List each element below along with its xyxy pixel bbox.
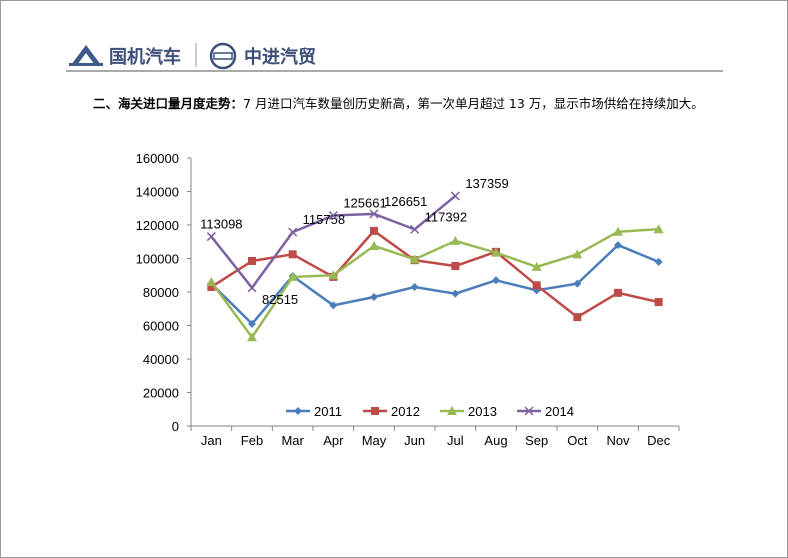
marker — [491, 247, 501, 257]
y-tick-label: 160000 — [136, 151, 179, 166]
marker — [613, 226, 623, 236]
marker — [247, 283, 257, 293]
marker — [207, 282, 216, 291]
marker — [654, 298, 663, 307]
marker — [572, 249, 583, 259]
marker — [451, 289, 460, 298]
legend-label: 2013 — [468, 404, 497, 419]
y-tick-label: 100000 — [136, 252, 179, 267]
heading: 二、海关进口量月度走势： — [93, 96, 244, 111]
body-text: 7 月进口汽车数量创历史新高，第一次单月超过 13 万，显示市场供给在持续加大。 — [243, 96, 704, 111]
x-tick-label: Apr — [323, 433, 344, 448]
series-line — [210, 229, 659, 319]
marker — [614, 288, 622, 297]
marker — [369, 240, 379, 250]
data-label: 126651 — [384, 194, 427, 209]
legend-label: 2014 — [545, 404, 574, 419]
legend-label: 2012 — [391, 404, 420, 419]
logo-left — [69, 45, 103, 66]
x-tick-label: Oct — [567, 433, 588, 448]
paragraph: 二、海关进口量月度走势：7 月进口汽车数量创历史新高，第一次单月超过 13 万，… — [93, 93, 704, 112]
y-tick-label: 120000 — [136, 218, 179, 233]
marker — [450, 235, 461, 245]
data-label: 115758 — [303, 212, 345, 227]
marker — [524, 406, 534, 416]
marker — [654, 257, 663, 266]
logo-right — [209, 42, 237, 70]
legend-label: 2011 — [314, 404, 342, 419]
y-tick-label: 140000 — [136, 185, 179, 200]
x-tick-label: May — [362, 433, 387, 448]
marker — [247, 332, 257, 342]
marker — [206, 276, 217, 286]
data-label: 82515 — [262, 292, 298, 307]
x-tick-label: Feb — [241, 433, 263, 448]
marker — [410, 282, 419, 291]
marker — [447, 406, 457, 415]
marker — [287, 271, 298, 281]
series-line — [210, 243, 660, 326]
marker — [410, 224, 420, 234]
marker — [328, 210, 338, 221]
marker — [206, 232, 216, 242]
marker — [248, 257, 256, 266]
partner: 中进汽贸 — [244, 47, 316, 68]
x-tick-label: Dec — [647, 433, 671, 448]
marker — [329, 301, 338, 310]
marker — [532, 281, 541, 290]
marker — [492, 276, 500, 285]
marker — [450, 191, 460, 201]
marker — [531, 261, 542, 271]
marker — [614, 241, 622, 250]
brand: 国机汽车 — [109, 47, 181, 68]
x-tick-label: Nov — [606, 433, 630, 448]
y-tick-label: 80000 — [143, 285, 179, 300]
x-tick-label: Mar — [281, 433, 304, 448]
marker — [288, 250, 297, 259]
marker — [248, 319, 256, 328]
y-tick-label: 60000 — [143, 319, 179, 334]
marker — [371, 407, 379, 415]
marker — [573, 313, 582, 322]
marker — [451, 262, 460, 271]
y-tick-label: 40000 — [143, 352, 179, 367]
x-tick-label: Aug — [484, 433, 507, 448]
y-tick-label: 0 — [172, 419, 179, 434]
marker — [653, 224, 664, 234]
data-label: 117392 — [425, 209, 467, 224]
marker — [294, 407, 302, 415]
marker — [288, 227, 298, 237]
data-label: 113098 — [200, 217, 242, 232]
marker — [370, 293, 378, 302]
marker — [328, 270, 339, 280]
series-line — [210, 227, 659, 340]
marker — [370, 226, 378, 235]
marker — [369, 209, 379, 219]
data-label: 125661 — [343, 196, 386, 211]
x-tick-label: Jul — [447, 433, 464, 448]
x-tick-label: Sep — [525, 433, 548, 448]
marker — [573, 279, 582, 288]
data-label: 137359 — [465, 176, 508, 191]
y-tick-label: 20000 — [143, 386, 179, 401]
x-tick-label: Jan — [201, 433, 222, 448]
x-tick-label: Jun — [404, 433, 425, 448]
marker — [409, 254, 420, 264]
